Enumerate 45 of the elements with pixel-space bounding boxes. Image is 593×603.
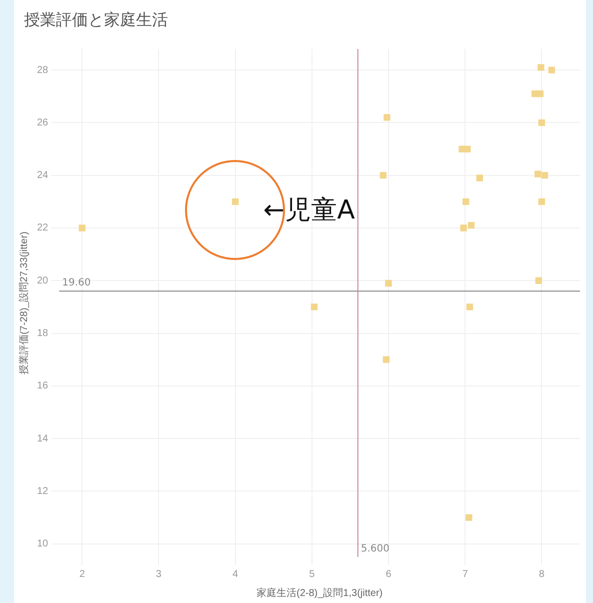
point xyxy=(538,119,546,126)
ref-line-label: 19.60 xyxy=(62,278,91,289)
x-tick-label: 5 xyxy=(309,568,316,580)
x-tick-label: 6 xyxy=(386,568,392,580)
x-tick-label: 2 xyxy=(79,568,86,580)
point xyxy=(466,304,474,310)
point xyxy=(464,146,471,152)
point xyxy=(232,198,239,205)
annotation: ←児童A xyxy=(263,195,356,226)
point xyxy=(534,170,542,178)
y-tick-label: 10 xyxy=(37,538,49,550)
point xyxy=(384,114,390,121)
point xyxy=(78,224,86,232)
x-tick-label: 4 xyxy=(232,568,239,580)
y-tick-label: 16 xyxy=(37,380,49,392)
point xyxy=(538,198,546,205)
y-tick-label: 12 xyxy=(37,486,49,497)
x-tick-label: 3 xyxy=(156,568,162,580)
point xyxy=(466,514,472,521)
y-tick-label: 26 xyxy=(37,117,49,128)
ref-line-label: 5.600 xyxy=(360,544,390,555)
y-tick-label: 20 xyxy=(37,275,49,286)
point xyxy=(380,172,386,179)
y-axis-title: 授業評価(7-28)_設問27,33(jitter) xyxy=(18,232,30,374)
point xyxy=(385,280,392,287)
point xyxy=(462,198,470,205)
y-tick-label: 14 xyxy=(37,433,49,444)
x-tick-label: 7 xyxy=(462,568,468,580)
x-tick-label: 8 xyxy=(538,568,545,580)
point xyxy=(460,224,467,232)
point xyxy=(536,90,544,98)
y-tick-label: 22 xyxy=(37,222,49,234)
point xyxy=(541,172,548,179)
point xyxy=(382,356,390,363)
point xyxy=(468,222,475,229)
point xyxy=(548,66,555,74)
y-tick-label: 28 xyxy=(37,64,49,76)
point xyxy=(535,277,542,284)
y-tick-label: 24 xyxy=(37,170,49,182)
x-axis-title: 家庭生活(2-8)_設問1,3(jitter) xyxy=(256,586,383,599)
point xyxy=(476,174,483,182)
point xyxy=(310,304,318,310)
point xyxy=(538,64,544,71)
chart-title: 授業評価と家庭生活 xyxy=(24,10,168,31)
y-tick-label: 18 xyxy=(37,328,49,340)
